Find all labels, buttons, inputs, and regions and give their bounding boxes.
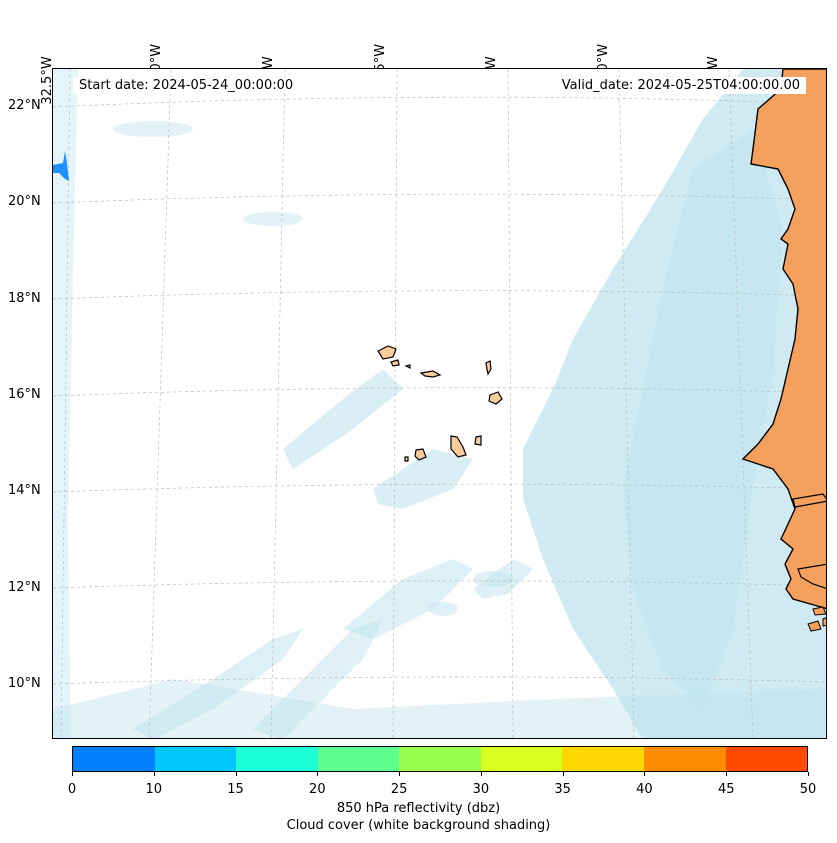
island-santiago bbox=[450, 435, 467, 458]
island-santo-antao bbox=[377, 345, 397, 360]
gridline-lon-25 bbox=[392, 69, 398, 738]
colorbar-tickmark-25 bbox=[399, 772, 401, 776]
lat-label-16n: 16°N bbox=[8, 387, 41, 402]
gridline-lat-22 bbox=[53, 96, 826, 108]
colorbar-tick-25: 25 bbox=[390, 782, 408, 797]
lat-label-20n: 20°N bbox=[8, 194, 41, 209]
africa-land bbox=[741, 69, 826, 610]
colorbar-tick-30: 30 bbox=[472, 782, 490, 797]
cloud-patch-1 bbox=[113, 121, 193, 137]
cloud-patch-2 bbox=[243, 212, 303, 226]
lat-label-10n: 10°N bbox=[8, 676, 41, 691]
colorbar-tickmark-40 bbox=[644, 772, 646, 776]
cloud-patch-3 bbox=[473, 571, 513, 587]
colorbar-tickmark-20 bbox=[317, 772, 319, 776]
cloud-streak-4 bbox=[253, 619, 383, 738]
colorbar-segment-6 bbox=[562, 747, 644, 771]
colorbar-segment-4 bbox=[399, 747, 481, 771]
cloud-streak-2 bbox=[373, 449, 473, 509]
colorbar-tickmark-0 bbox=[72, 772, 73, 776]
colorbar-tick-10: 10 bbox=[145, 782, 163, 797]
island-sao-nicolau bbox=[419, 370, 442, 378]
lat-label-12n: 12°N bbox=[8, 580, 41, 595]
island-brava bbox=[404, 456, 409, 462]
cloud-cover-layer bbox=[53, 69, 826, 738]
island-santa-luzia bbox=[404, 364, 411, 369]
gridline-lon-20 bbox=[618, 69, 635, 738]
lat-label-18n: 18°N bbox=[8, 291, 41, 306]
colorbar-segment-5 bbox=[480, 747, 563, 771]
reflectivity-patch bbox=[53, 151, 69, 181]
colorbar-tick-40: 40 bbox=[636, 782, 653, 797]
bijagos-islands bbox=[807, 606, 826, 632]
cloud-streak-5 bbox=[343, 559, 473, 639]
lat-label-14n: 14°N bbox=[8, 483, 41, 498]
cloud-streak-1 bbox=[283, 369, 403, 469]
gridline-lon-17-5 bbox=[728, 69, 754, 738]
colorbar-tick-15: 15 bbox=[227, 782, 244, 797]
colorbar-sublabel: Cloud cover (white background shading) bbox=[286, 818, 551, 833]
gridline-lat-20 bbox=[53, 193, 826, 204]
cloud-patch-4 bbox=[428, 602, 458, 616]
cape-verde-islands bbox=[377, 345, 503, 462]
gridline-lat-10 bbox=[53, 676, 826, 685]
cloud-band-east-inner bbox=[623, 129, 783, 709]
cloud-west-edge bbox=[53, 69, 78, 738]
start-date-label: Start date: 2024-05-24_00:00:00 bbox=[73, 77, 300, 94]
gridlines bbox=[53, 69, 826, 738]
gridline-lat-16 bbox=[53, 387, 826, 397]
cloud-streak-3 bbox=[133, 629, 303, 738]
colorbar-segment-7 bbox=[643, 747, 726, 771]
gridline-lon-30 bbox=[148, 69, 172, 738]
cloud-south-band bbox=[53, 679, 826, 738]
colorbar-tickmark-30 bbox=[480, 772, 482, 776]
gridline-lon-32-5 bbox=[60, 69, 71, 738]
colorbar-label: 850 hPa reflectivity (dbz) bbox=[336, 801, 501, 816]
map-canvas bbox=[53, 69, 826, 738]
colorbar-tick-35: 35 bbox=[554, 782, 571, 797]
island-maio bbox=[474, 435, 482, 446]
colorbar-tick-45: 45 bbox=[717, 782, 735, 797]
island-sao-vicente bbox=[390, 359, 400, 367]
colorbar-tick-20: 20 bbox=[309, 782, 326, 797]
gridline-lon-22-5 bbox=[507, 69, 514, 738]
colorbar-tickmark-50 bbox=[808, 772, 809, 776]
valid-date-label: Valid_date: 2024-05-25T04:00:00.00 bbox=[555, 77, 806, 94]
colorbar-tick-0: 0 bbox=[67, 782, 77, 797]
gridline-lat-18 bbox=[53, 290, 826, 300]
island-boa-vista bbox=[488, 391, 503, 405]
colorbar-segment-0 bbox=[73, 747, 155, 771]
island-fogo bbox=[414, 448, 427, 461]
colorbar-tickmark-15 bbox=[235, 772, 237, 776]
colorbar-tickmark-35 bbox=[562, 772, 564, 776]
colorbar-tick-50: 50 bbox=[799, 782, 817, 797]
colorbar-segment-3 bbox=[317, 747, 400, 771]
colorbar-segment-1 bbox=[154, 747, 237, 771]
gridline-lat-14 bbox=[53, 483, 826, 493]
colorbar bbox=[72, 746, 808, 772]
gridline-lon-27-5 bbox=[270, 69, 286, 738]
colorbar-tickmark-45 bbox=[726, 772, 728, 776]
island-sal bbox=[485, 360, 492, 376]
lat-label-22n: 22°N bbox=[8, 98, 41, 113]
colorbar-segment-8 bbox=[725, 747, 808, 771]
guinea-bissau-coast bbox=[797, 563, 826, 589]
colorbar-segment-2 bbox=[236, 747, 318, 771]
colorbar-tickmark-10 bbox=[153, 772, 155, 776]
gridline-lat-12 bbox=[53, 580, 826, 589]
map-panel[interactable]: Start date: 2024-05-24_00:00:00 Valid_da… bbox=[52, 68, 827, 739]
gambia-coast bbox=[792, 493, 826, 508]
